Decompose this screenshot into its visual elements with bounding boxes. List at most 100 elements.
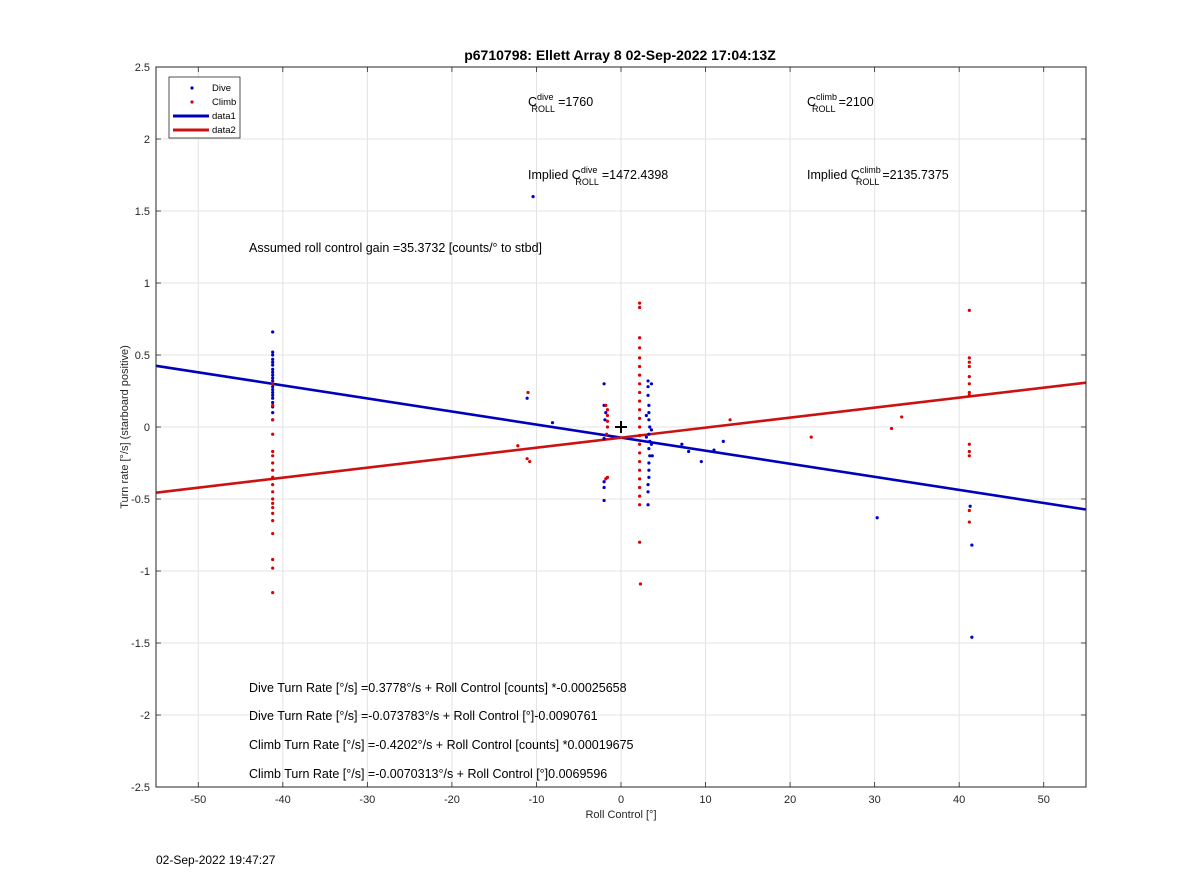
climb-point — [271, 591, 275, 595]
climb-point — [271, 449, 275, 454]
climb-point — [967, 520, 971, 524]
dive-point — [712, 448, 716, 452]
dive-point — [646, 379, 650, 383]
climb-point — [271, 418, 275, 422]
climb-point — [638, 301, 642, 305]
x-tick-label: -20 — [444, 794, 460, 806]
dive-point — [271, 387, 275, 392]
climb-point — [271, 557, 275, 562]
fit-lines — [155, 364, 1087, 511]
y-tick-label: -2 — [140, 710, 150, 722]
x-tick-label: 20 — [784, 794, 796, 806]
x-tick-label: 30 — [869, 794, 881, 806]
dive-point — [604, 411, 608, 415]
dive-point — [271, 353, 275, 357]
roll-gain-annotation: Assumed roll control gain =35.3732 [coun… — [249, 241, 542, 255]
climb-point — [638, 416, 642, 420]
climb-point — [638, 425, 642, 429]
climb-point — [605, 413, 610, 418]
climb-point — [271, 501, 275, 505]
y-tick-label: 0.5 — [135, 350, 150, 362]
climb-point — [967, 449, 971, 454]
climb-point — [900, 415, 904, 419]
dive-point — [646, 385, 650, 389]
climb-point — [638, 408, 642, 412]
dive-point — [875, 516, 879, 520]
climb-point — [638, 364, 642, 369]
climb-point — [967, 508, 971, 513]
chart-title: p6710798: Ellett Array 8 02-Sep-2022 17:… — [464, 47, 776, 63]
dive-point — [648, 425, 652, 429]
dive-point — [647, 411, 651, 415]
climb-point — [638, 382, 642, 386]
y-tick-label: -1.5 — [131, 638, 150, 650]
climb-point — [271, 490, 275, 494]
climb-point — [638, 356, 642, 360]
climb-point — [638, 582, 643, 586]
y-tick-labels: -2.5 -2 -1.5 -1 -0.5 0 0.5 1 1.5 2 2.5 — [131, 62, 150, 794]
dive-point — [647, 468, 651, 472]
dive-point — [680, 442, 684, 446]
dive-point — [968, 504, 972, 508]
dive-point — [647, 475, 651, 479]
legend-dive-marker — [190, 86, 194, 90]
climb-point — [271, 511, 275, 515]
dive-point — [647, 432, 651, 436]
print-timestamp: 02-Sep-2022 19:47:27 — [156, 853, 276, 867]
climb-point — [967, 390, 971, 395]
climb-point — [967, 308, 971, 312]
climb-point — [271, 483, 275, 487]
dive-point — [271, 357, 275, 361]
dive-point — [649, 442, 654, 446]
c-roll-climb-annotation: Cclimb ROLL =2100 — [807, 92, 874, 114]
dive-point — [525, 396, 529, 400]
climb-point — [605, 408, 610, 412]
origin-marker — [615, 421, 627, 433]
climb-point — [271, 454, 275, 458]
climb-point — [638, 346, 642, 350]
climb-point — [638, 540, 642, 544]
climb-point — [967, 360, 971, 364]
climb-point — [638, 305, 642, 310]
dive-point — [271, 400, 275, 405]
dive-point — [531, 195, 535, 199]
dive-point — [271, 360, 275, 364]
dive-point — [647, 403, 651, 407]
dive-point — [646, 393, 650, 397]
climb-point — [967, 393, 971, 397]
climb-point — [271, 468, 275, 472]
dive-point — [647, 418, 651, 422]
equation-climb-degrees: Climb Turn Rate [°/s] =-0.0070313°/s + R… — [249, 767, 607, 781]
equation-climb-counts: Climb Turn Rate [°/s] =-0.4202°/s + Roll… — [249, 738, 634, 752]
legend-climb-label: Climb — [212, 97, 236, 108]
legend: Dive Climb data1 data2 — [168, 76, 241, 139]
dive-point — [644, 435, 648, 439]
dive-point — [271, 376, 275, 380]
legend-dive-label: Dive — [212, 83, 231, 94]
y-tick-label: -1 — [140, 566, 150, 578]
climb-point — [638, 399, 642, 403]
y-axis-label: Turn rate [°/s] (starboard positive) — [119, 345, 131, 509]
climb-point — [526, 390, 530, 395]
climb-point — [638, 485, 642, 490]
dive-point — [647, 461, 651, 465]
climb-point — [605, 425, 610, 429]
climb-point — [271, 566, 275, 570]
data-points — [271, 195, 974, 639]
climb-point — [967, 375, 971, 379]
dive-point — [644, 413, 648, 418]
dive-point — [271, 330, 275, 334]
climb-point — [638, 390, 642, 395]
dive-point — [646, 490, 650, 494]
climb-point — [638, 494, 642, 498]
y-tick-label: 0 — [144, 422, 150, 434]
dive-point — [687, 449, 691, 454]
y-tick-label: 2 — [144, 134, 150, 146]
dive-point — [602, 480, 606, 484]
x-tick-labels: -50 -40 -30 -20 -10 0 10 20 30 40 50 — [190, 794, 1050, 806]
dive-point — [970, 635, 974, 639]
x-tick-label: 40 — [953, 794, 965, 806]
dive-point — [602, 498, 606, 503]
climb-point — [604, 477, 608, 481]
implied-c-roll-climb-annotation: Implied Cclimb ROLL =2135.7375 — [807, 165, 949, 187]
